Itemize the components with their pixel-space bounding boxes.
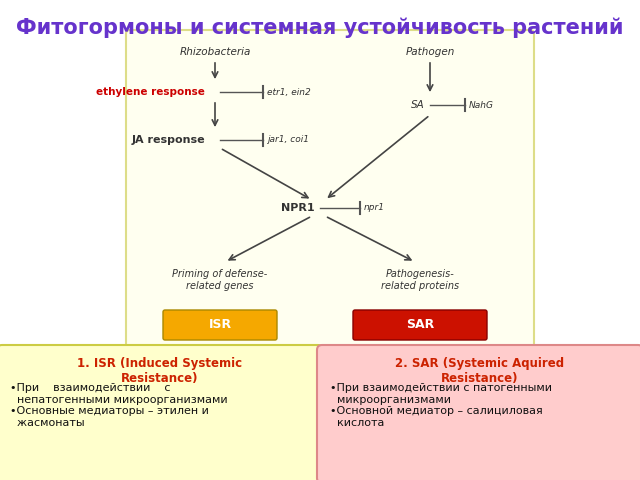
Text: NahG: NahG xyxy=(469,100,494,109)
Text: ISR: ISR xyxy=(209,319,232,332)
Text: Priming of defense-
related genes: Priming of defense- related genes xyxy=(172,269,268,291)
FancyBboxPatch shape xyxy=(317,345,640,480)
Text: ethylene response: ethylene response xyxy=(96,87,205,97)
FancyBboxPatch shape xyxy=(126,30,534,356)
Text: Pathogen: Pathogen xyxy=(405,47,454,57)
Text: NPR1: NPR1 xyxy=(282,203,315,213)
Text: etr1, ein2: etr1, ein2 xyxy=(267,87,311,96)
Text: •При    взаимодействии    с
  непатогенными микроорганизмами
•Основные медиаторы: •При взаимодействии с непатогенными микр… xyxy=(10,383,228,428)
FancyBboxPatch shape xyxy=(0,345,323,480)
Text: SAR: SAR xyxy=(406,319,434,332)
Text: Pathogenesis-
related proteins: Pathogenesis- related proteins xyxy=(381,269,459,291)
FancyBboxPatch shape xyxy=(163,310,277,340)
Text: SA: SA xyxy=(412,100,425,110)
Text: npr1: npr1 xyxy=(364,204,385,213)
Text: Rhizobacteria: Rhizobacteria xyxy=(179,47,251,57)
Text: JA response: JA response xyxy=(131,135,205,145)
FancyBboxPatch shape xyxy=(353,310,487,340)
Text: 2. SAR (Systemic Aquired
Resistance): 2. SAR (Systemic Aquired Resistance) xyxy=(396,357,564,385)
Text: 1. ISR (Induced Systemic
Resistance): 1. ISR (Induced Systemic Resistance) xyxy=(77,357,243,385)
Text: jar1, coi1: jar1, coi1 xyxy=(267,135,309,144)
Text: •При взаимодействии с патогенными
  микроорганизмами
•Основной медиатор – салици: •При взаимодействии с патогенными микроо… xyxy=(330,383,552,428)
Text: Фитогормоны и системная устойчивость растений: Фитогормоны и системная устойчивость рас… xyxy=(16,18,624,38)
